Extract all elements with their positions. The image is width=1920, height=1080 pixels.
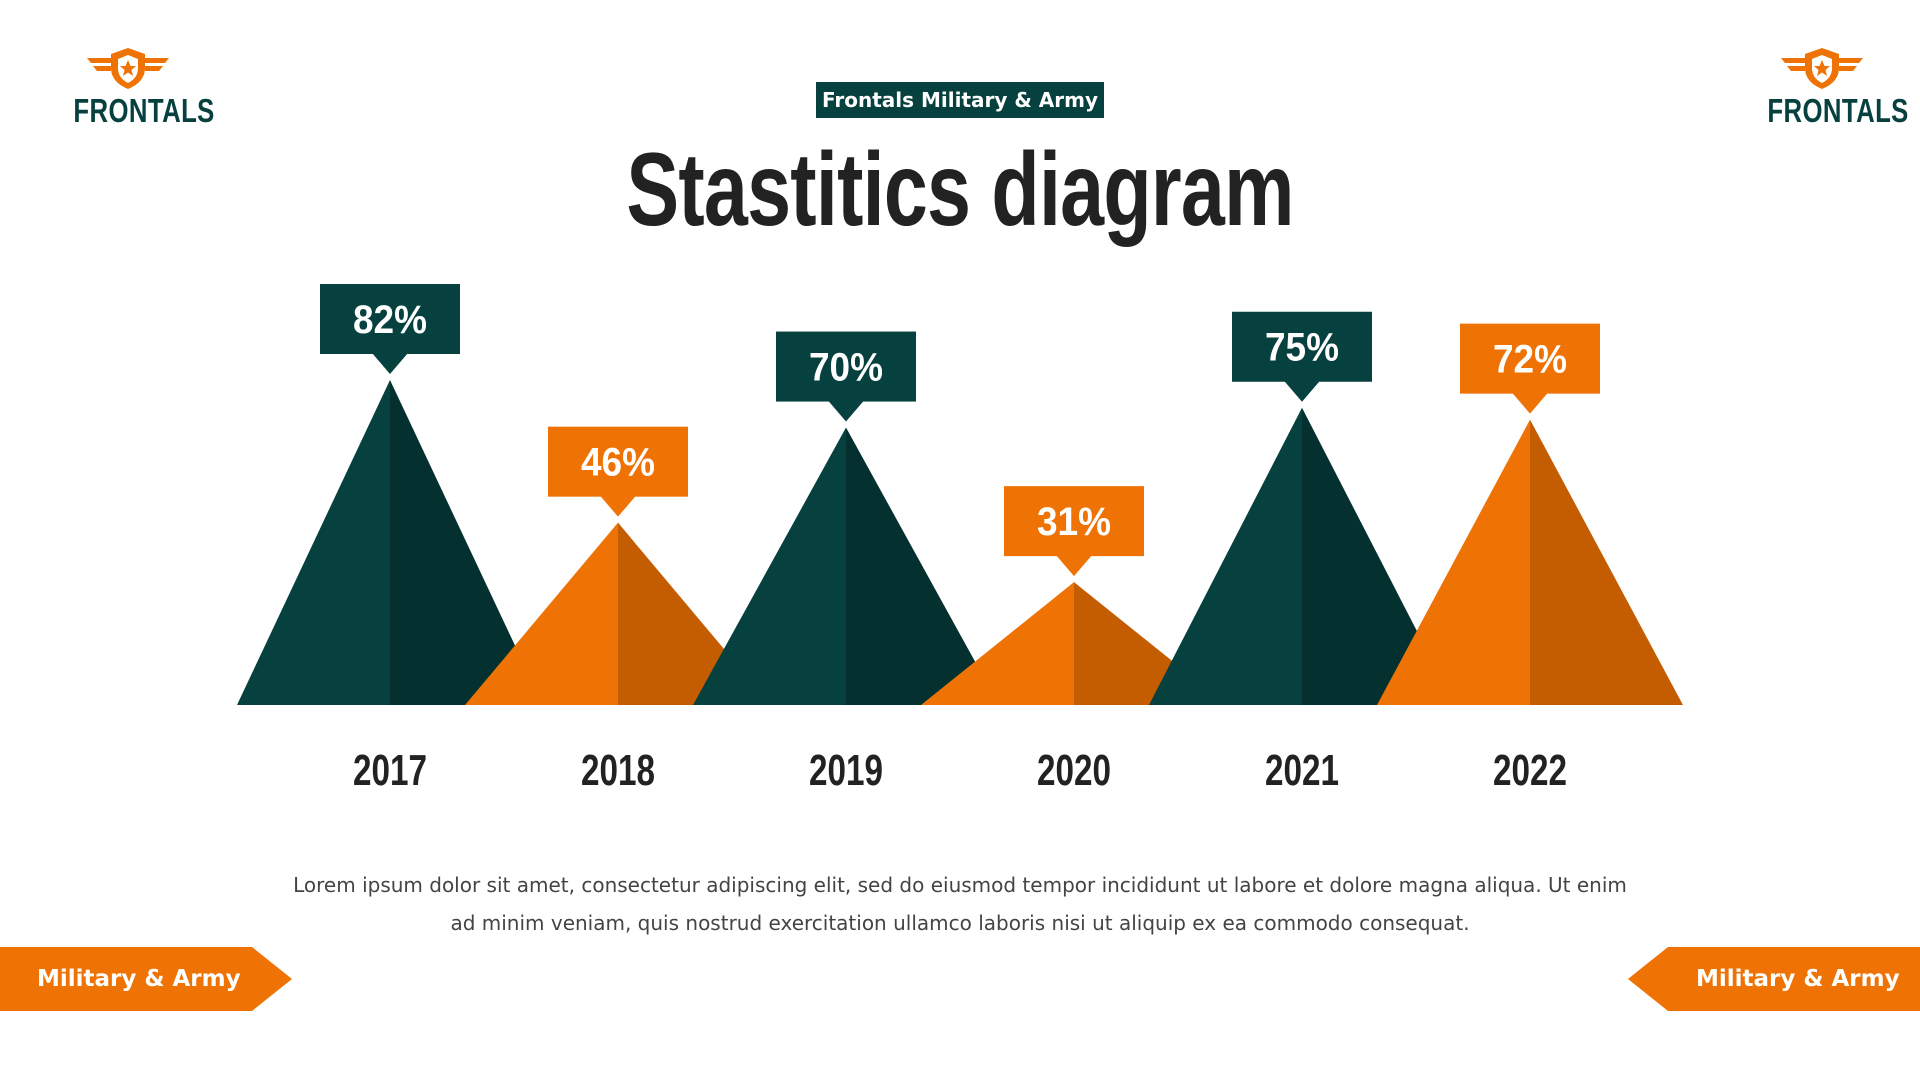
pyramid-2020-left-face [921,582,1074,705]
value-callout-pointer [1284,380,1320,402]
value-callout-box [1004,486,1144,557]
page-title: Stastitics diagram [626,132,1294,248]
pyramid-2019-left-face [693,427,846,705]
x-tick-label: 2018 [581,746,655,795]
x-tick-label: 2022 [1493,746,1567,795]
value-callout-box [320,284,460,354]
data-label: 70% [809,346,883,390]
pyramid-2022-right-face [1530,419,1683,705]
data-label: 82% [353,298,427,342]
pyramid-2021-left-face [1149,407,1302,705]
pyramid-2018-left-face [465,522,618,705]
data-label: 46% [581,441,655,485]
value-callout-pointer [1056,555,1092,577]
logo-right: FRONTALS [1752,46,1908,146]
shield-wings-icon [1781,48,1863,89]
pyramid-2017-right-face [390,380,543,705]
data-label: 75% [1265,326,1339,370]
value-callout-box [776,331,916,402]
x-tick-label: 2021 [1265,746,1339,795]
caption-text: Lorem ipsum dolor sit amet, consectetur … [293,873,1627,935]
x-tick-label: 2020 [1037,746,1111,795]
ribbon-left: Military & Army [0,947,292,1011]
pyramid-2019-right-face [846,427,999,705]
data-label: 72% [1493,338,1567,382]
pyramid-2017-left-face [237,380,390,705]
data-label: 31% [1037,500,1111,544]
value-callout-pointer [1512,392,1548,414]
value-callout-box [548,426,688,497]
ribbon-right: Military & Army [1628,947,1920,1011]
pyramid-chart: 82% 2017 46% 2018 70% 2019 31% 2020 75% 2021 72% 20… [237,284,1683,795]
x-tick-label: 2017 [353,746,427,795]
brand-badge: Frontals Military & Army [816,82,1104,118]
value-callout-pointer [372,353,408,374]
pyramid-2021-right-face [1302,407,1455,705]
value-callout-box [1460,323,1600,394]
x-tick-label: 2019 [809,746,883,795]
logo-left: FRONTALS [58,46,214,146]
pyramid-2022-left-face [1377,419,1530,705]
value-callout-box [1232,311,1372,382]
value-callout-pointer [600,495,636,517]
shield-wings-icon [87,48,169,89]
value-callout-pointer [828,400,864,422]
pyramid-2018-right-face [618,522,771,705]
